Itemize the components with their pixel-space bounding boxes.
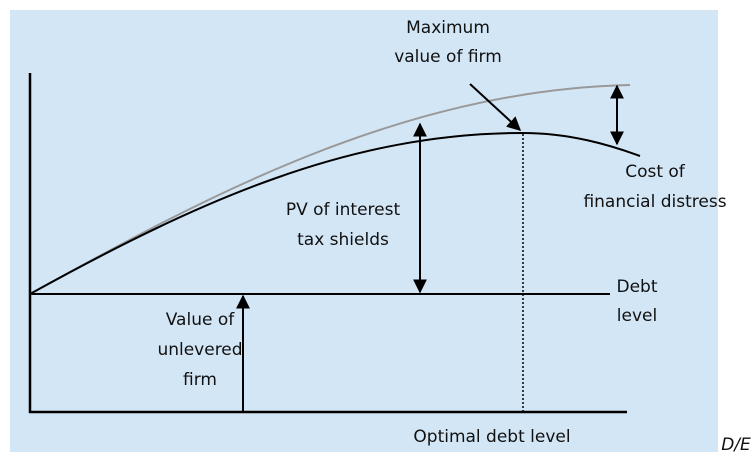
maximum-label: Maximum (406, 18, 490, 38)
background (10, 10, 718, 452)
pv-label: tax shields (297, 230, 389, 250)
axis-label: D/E (721, 435, 751, 455)
maximum-arrow (469, 83, 522, 131)
unlevered-label: unlevered (157, 340, 242, 360)
actual-value-curve (29, 131, 641, 295)
pv-label: PV of interest (286, 200, 401, 220)
debt-label: Debt (616, 277, 657, 297)
unlevered-label: Value of (166, 310, 235, 330)
unlevered-label: firm (183, 370, 217, 390)
optimal-label: Optimal debt level (413, 427, 570, 447)
maximum-label: value of firm (394, 47, 502, 67)
cost-label: financial distress (583, 192, 726, 212)
cost-label: Cost of (625, 162, 686, 182)
debt-label: level (617, 306, 657, 326)
